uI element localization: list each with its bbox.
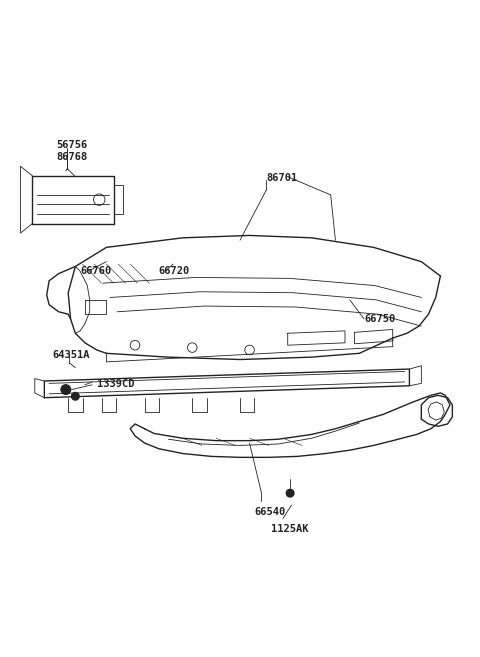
Text: 66750: 66750 (364, 314, 396, 324)
Circle shape (72, 392, 79, 400)
Text: 1125AK: 1125AK (271, 524, 309, 534)
Text: 56756
86768: 56756 86768 (56, 140, 87, 162)
Text: 66720: 66720 (159, 267, 190, 277)
Text: 64351A: 64351A (52, 350, 90, 360)
Text: 66540: 66540 (254, 507, 286, 518)
Circle shape (61, 385, 71, 394)
Text: 1339CD: 1339CD (97, 378, 134, 388)
Text: 86701: 86701 (266, 173, 298, 183)
Text: 66760: 66760 (80, 267, 111, 277)
Circle shape (286, 489, 294, 497)
